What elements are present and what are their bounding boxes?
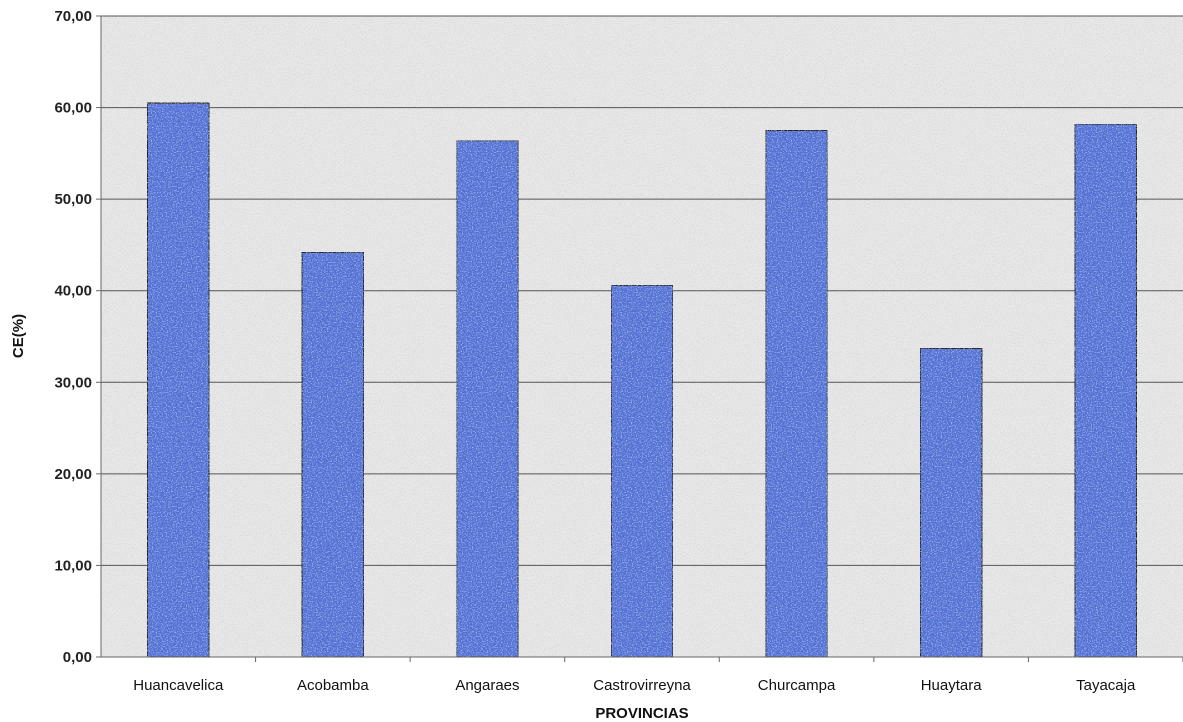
x-tick-labels: Huancavelica Acobamba Angaraes Castrovirrey… [133,657,1183,694]
y-tick-label: 40,00 [54,283,92,300]
y-tick-label: 30,00 [54,374,92,391]
x-tick-label: Castrovirreyna [593,677,691,694]
x-axis-title: PROVINCIAS [595,705,688,722]
bar-acobamba [301,251,365,658]
x-tick-label: Huaytara [921,677,983,694]
y-tick-labels: 0,00 10,00 20,00 30,00 40,00 50,00 60,00 70,00 [54,8,101,666]
x-tick-label: Huancavelica [133,677,224,694]
bar-angaraes [455,139,519,658]
y-axis-title: CE(%) [10,314,27,358]
x-tick-label: Angaraes [455,677,519,694]
x-tick-label: Tayacaja [1076,677,1136,694]
y-tick-label: 20,00 [54,466,92,483]
bar-huancavelica [146,102,210,658]
x-tick-label: Churcampa [758,677,836,694]
y-tick-label: 60,00 [54,100,92,117]
bar-castrovirreyna [610,284,674,658]
axes [100,16,1183,658]
y-tick-label: 0,00 [63,649,92,666]
y-tick-label: 10,00 [54,557,92,574]
y-tick-label: 70,00 [54,8,92,25]
bar-huaytara [919,347,983,658]
y-tick-label: 50,00 [54,191,92,208]
bar-churcampa [765,129,829,658]
x-tick-label: Acobamba [297,677,369,694]
bar-tayacaja [1074,123,1138,658]
